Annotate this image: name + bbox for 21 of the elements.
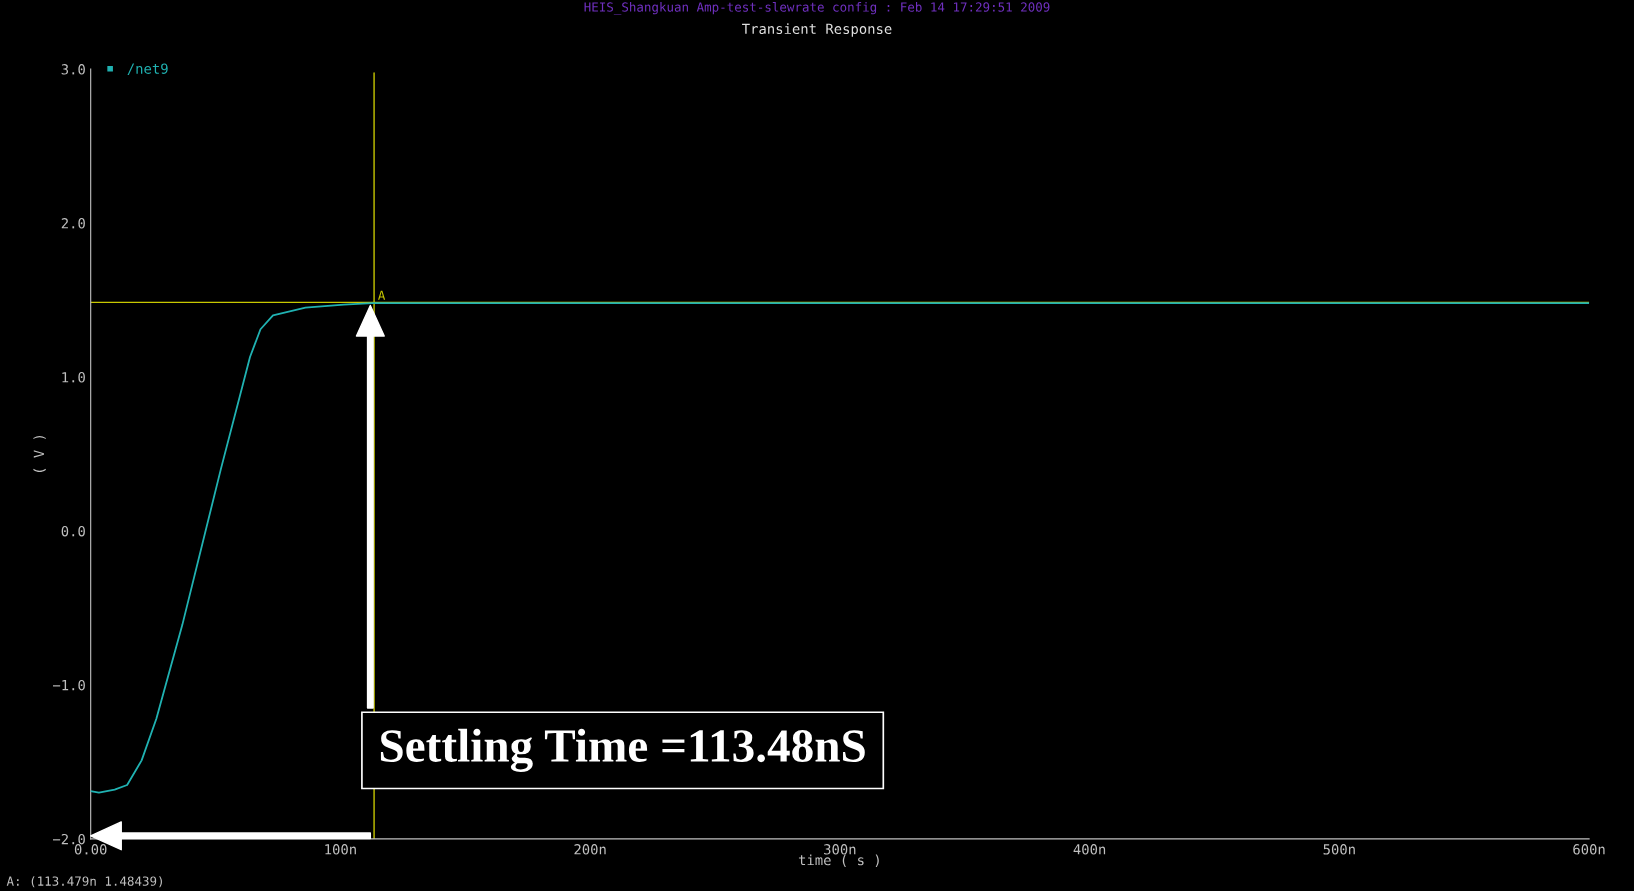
y-tick-label: 3.0 (61, 64, 85, 75)
x-tick-label: 600n (1573, 844, 1605, 855)
x-tick-label: 300n (824, 844, 856, 855)
x-tick-label: 400n (1073, 844, 1106, 855)
legend-label: /net9 (127, 63, 168, 75)
y-axis-title: ( V ) (33, 435, 46, 472)
y-tick-label: 1.0 (62, 371, 85, 383)
annotation: Settling Time =113.48nS (380, 728, 865, 772)
y-tick-label: −2.0 (52, 833, 85, 845)
chart-title: Transient Response (742, 23, 892, 37)
y-tick-label: −1.0 (52, 679, 85, 691)
y-tick-label: 0.0 (61, 525, 85, 537)
x-tick-label: 200n (574, 844, 606, 855)
x-tick-label: 100n (325, 844, 356, 855)
y-tick-label: 2.0 (61, 218, 85, 229)
x-tick-label: 0.00 (74, 844, 107, 855)
ref-line-label: A (378, 290, 386, 300)
x-axis-title: time ( s ) (798, 854, 879, 867)
text: A: (113.479n 1.48439) (6, 876, 162, 888)
chart-subtitle: HEIS_Shangkuan Amp-test-slewrate config : Feb 14 17:29:51 2009 (584, 2, 1050, 15)
x-tick-label: 500n (1323, 844, 1355, 855)
